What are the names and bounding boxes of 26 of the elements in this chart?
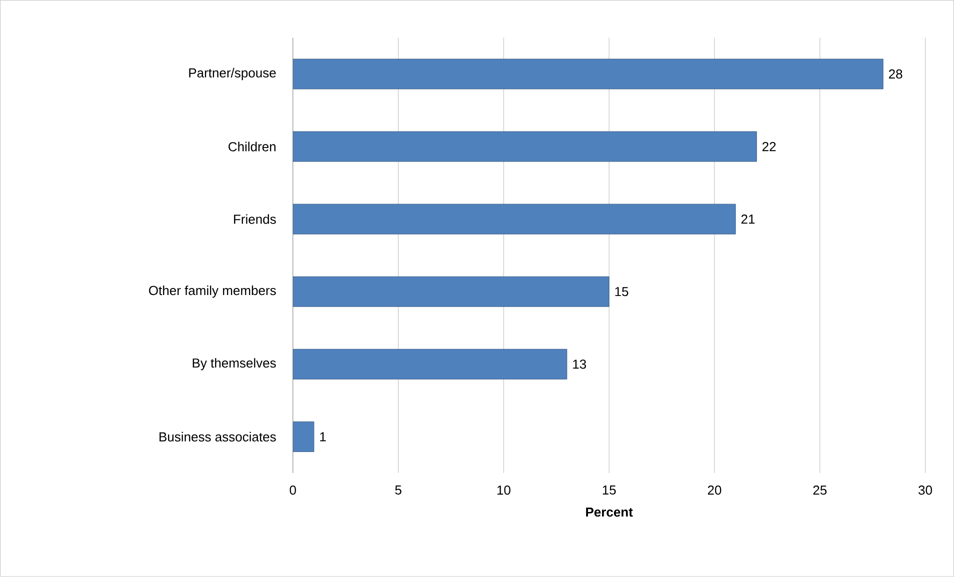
x-tick-label: 25	[813, 486, 827, 495]
x-tick-label: 30	[918, 486, 932, 495]
bar	[292, 58, 884, 90]
x-tick-label: 20	[708, 486, 722, 495]
x-tick-label: 5	[395, 486, 402, 495]
data-label: 28	[888, 70, 902, 79]
bar	[292, 349, 568, 380]
y-tick-label: Other family members	[149, 286, 276, 298]
y-tick-label: Partner/spouse	[189, 68, 276, 80]
data-label: 15	[615, 287, 628, 296]
data-label: 13	[573, 360, 586, 369]
bar	[292, 131, 757, 162]
x-tick-label: 10	[497, 486, 510, 495]
bar	[292, 276, 610, 307]
y-tick-label: By themselves	[192, 358, 276, 370]
data-label: 1	[320, 432, 326, 442]
x-axis-title: Percent	[586, 508, 633, 517]
y-tick-label: Children	[228, 142, 276, 152]
x-tick-label: 15	[602, 486, 616, 495]
bar	[292, 204, 736, 234]
x-tick-label: 0	[290, 486, 296, 495]
y-tick-label: Business associates	[160, 432, 276, 442]
y-tick-label: Friends	[234, 214, 276, 224]
data-label: 22	[762, 142, 776, 152]
bar	[292, 422, 314, 452]
data-label: 21	[741, 214, 755, 224]
